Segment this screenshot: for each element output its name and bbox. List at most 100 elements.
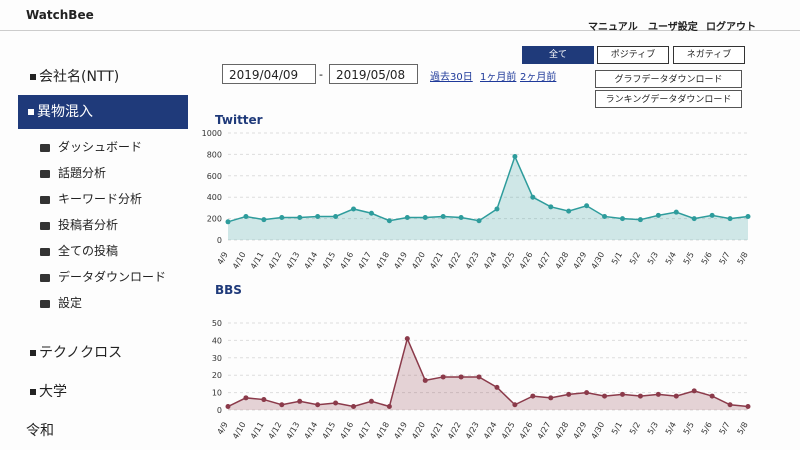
- company-label: 会社名(NTT): [39, 69, 120, 85]
- point: [261, 397, 267, 403]
- date-separator: -: [319, 68, 323, 81]
- point: [619, 216, 625, 222]
- y-tick-label: 40: [212, 336, 222, 345]
- y-tick-label: 200: [207, 215, 222, 224]
- menu-item[interactable]: 設定: [40, 294, 82, 311]
- manual-link[interactable]: マニュアル: [588, 22, 638, 33]
- chart-title: BBS: [215, 283, 242, 297]
- menu-item[interactable]: データダウンロード: [40, 268, 166, 285]
- point: [476, 218, 482, 224]
- logout-link[interactable]: ログアウト: [706, 22, 756, 33]
- point: [584, 203, 590, 209]
- x-tick-label: 4/11: [249, 251, 266, 271]
- point: [566, 208, 572, 214]
- preset-link[interactable]: 1ヶ月前: [480, 72, 517, 83]
- x-tick-label: 5/2: [628, 421, 642, 437]
- x-tick-label: 4/16: [338, 251, 355, 271]
- menu-item[interactable]: 全ての投稿: [40, 242, 118, 259]
- x-tick-label: 4/10: [231, 251, 248, 271]
- x-tick-label: 4/26: [518, 421, 535, 441]
- point: [351, 206, 357, 212]
- x-tick-label: 4/19: [392, 251, 409, 271]
- chart-title: Twitter: [215, 113, 263, 127]
- point: [225, 219, 231, 225]
- preset-link[interactable]: 過去30日: [430, 72, 473, 83]
- x-tick-label: 4/20: [410, 421, 427, 441]
- x-tick-label: 5/4: [664, 251, 678, 267]
- x-tick-label: 4/26: [518, 251, 535, 271]
- point: [727, 402, 733, 408]
- other-item[interactable]: テクノクロス: [30, 342, 122, 362]
- x-tick-label: 5/5: [682, 421, 696, 437]
- point: [476, 374, 482, 380]
- point: [440, 374, 446, 380]
- menu-item[interactable]: 投稿者分析: [40, 216, 118, 233]
- active-item[interactable]: 異物混入: [18, 95, 188, 129]
- point: [333, 213, 339, 219]
- x-tick-label: 5/7: [718, 251, 732, 267]
- x-tick-label: 4/22: [446, 251, 463, 271]
- menu-item[interactable]: ダッシュボード: [40, 138, 142, 155]
- point: [530, 393, 536, 399]
- x-tick-label: 4/17: [356, 251, 373, 271]
- point: [494, 206, 500, 212]
- user-settings-link[interactable]: ユーザ設定: [648, 22, 698, 33]
- other-label: 令和: [26, 423, 54, 439]
- y-tick-label: 0: [217, 406, 222, 415]
- x-tick-label: 5/2: [628, 251, 642, 267]
- x-tick-label: 4/29: [572, 251, 589, 271]
- point: [440, 213, 446, 219]
- x-tick-label: 4/17: [356, 421, 373, 441]
- x-tick-label: 4/27: [536, 421, 553, 441]
- point: [727, 216, 733, 222]
- x-tick-label: 4/23: [464, 251, 481, 271]
- menu-item[interactable]: 話題分析: [40, 164, 106, 181]
- x-tick-label: 5/3: [646, 421, 660, 437]
- point: [691, 216, 697, 222]
- y-tick-label: 50: [212, 319, 222, 328]
- other-item[interactable]: 大学: [30, 381, 67, 401]
- graph-download-button[interactable]: グラフデータダウンロード: [595, 70, 742, 88]
- tab-positive[interactable]: ポジティブ: [597, 46, 669, 64]
- point: [655, 212, 661, 218]
- x-tick-label: 4/30: [590, 251, 607, 271]
- x-tick-label: 4/28: [554, 421, 571, 441]
- menu-label: データダウンロード: [58, 270, 167, 284]
- point: [404, 336, 410, 342]
- y-tick-label: 30: [212, 354, 222, 363]
- x-tick-label: 4/18: [374, 421, 391, 441]
- point: [333, 400, 339, 406]
- menu-label: ダッシュボード: [58, 140, 143, 154]
- point: [637, 217, 643, 223]
- preset-link[interactable]: 2ヶ月前: [520, 72, 557, 83]
- other-item[interactable]: 令和: [26, 420, 54, 440]
- tab-all[interactable]: 全て: [522, 46, 594, 64]
- point: [494, 384, 500, 390]
- point: [386, 404, 392, 410]
- end-date-select[interactable]: 2019/05/08: [329, 64, 418, 84]
- ranking-download-button[interactable]: ランキングデータダウンロード: [595, 90, 742, 108]
- point: [243, 213, 249, 219]
- tab-negative[interactable]: ネガティブ: [673, 46, 745, 64]
- y-tick-label: 1000: [202, 129, 222, 138]
- start-date-select[interactable]: 2019/04/09: [222, 64, 316, 84]
- point: [458, 215, 464, 221]
- x-tick-label: 4/11: [249, 421, 266, 441]
- company-item[interactable]: 会社名(NTT): [30, 66, 119, 86]
- x-tick-label: 4/23: [464, 421, 481, 441]
- x-tick-label: 4/28: [554, 251, 571, 271]
- x-tick-label: 4/15: [321, 421, 338, 441]
- point: [458, 374, 464, 380]
- point: [261, 217, 267, 223]
- point: [745, 404, 751, 410]
- point: [602, 213, 608, 219]
- x-tick-label: 4/9: [216, 251, 230, 267]
- logo: WatchBee: [26, 8, 94, 22]
- point: [351, 404, 357, 410]
- x-tick-label: 4/10: [231, 421, 248, 441]
- x-tick-label: 4/25: [500, 251, 517, 271]
- x-tick-label: 4/12: [267, 251, 284, 271]
- menu-label: 全ての投稿: [58, 244, 119, 258]
- menu-item[interactable]: キーワード分析: [40, 190, 142, 207]
